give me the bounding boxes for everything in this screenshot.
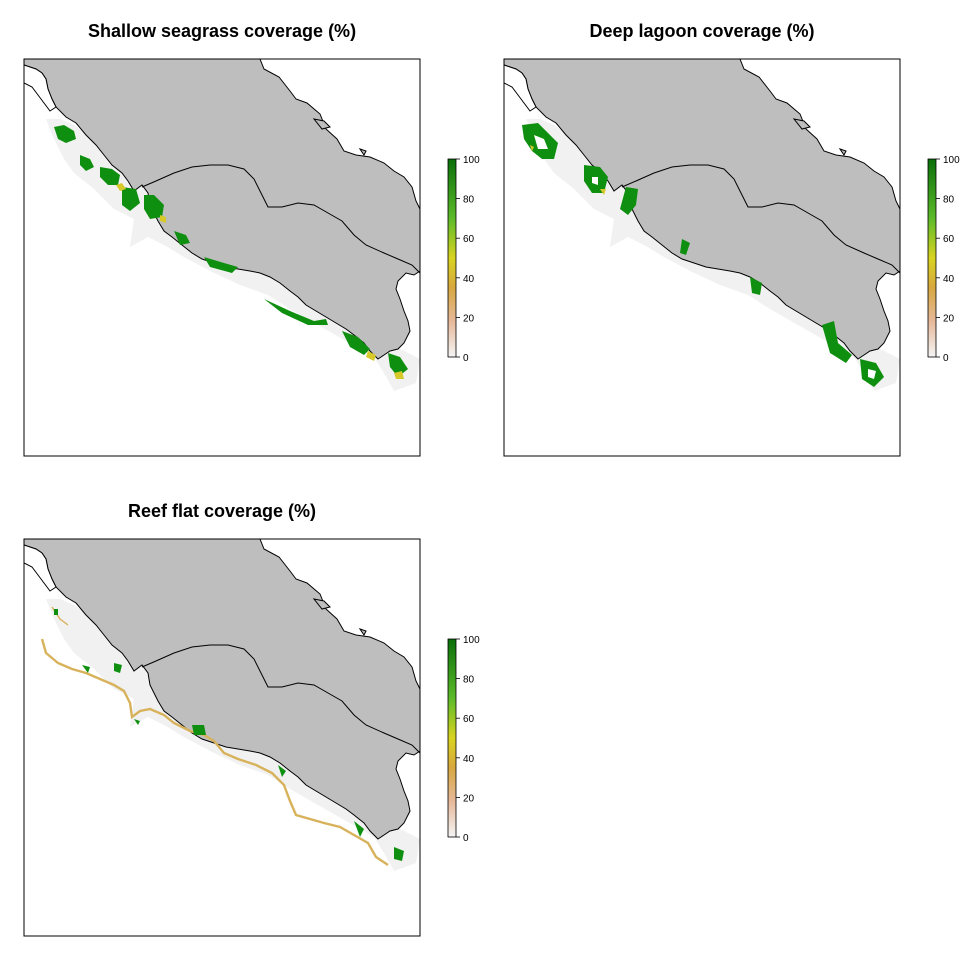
legend-deep-lagoon: 100 80 60 40 20 0 [927, 155, 960, 364]
islet [792, 118, 811, 130]
islet [838, 148, 847, 156]
inland-boundary [141, 644, 420, 754]
legend-tick-label: 20 [943, 313, 955, 324]
low-coverage-cells [530, 145, 606, 195]
north-coast-bay [24, 544, 57, 592]
legend-ticks [456, 638, 460, 838]
inland-boundary [141, 164, 420, 274]
islet [312, 118, 331, 130]
panel-deep-lagoon: Deep lagoon coverage (%) [503, 21, 960, 457]
map-frame [23, 58, 421, 457]
legend-tick-label: 20 [463, 793, 475, 804]
coverage-cells [54, 125, 408, 377]
inland-boundary [621, 164, 900, 274]
map-frame [23, 538, 421, 937]
islet [358, 148, 367, 156]
map-shallow-seagrass [23, 58, 421, 457]
legend-tick-label: 20 [463, 313, 475, 324]
legend-tick-label: 60 [463, 234, 475, 245]
map-reef-flat [23, 538, 421, 937]
panel-title-deep-lagoon: Deep lagoon coverage (%) [589, 21, 814, 41]
legend-tick-label: 40 [463, 274, 475, 285]
legend-tick-label: 80 [463, 675, 475, 686]
legend-reef-flat: 100 80 60 40 20 0 [447, 635, 480, 844]
panel-shallow-seagrass: Shallow seagrass coverage (%) [23, 21, 480, 457]
legend-tick-label: 40 [943, 274, 955, 285]
islet [312, 598, 331, 610]
low-coverage-cells [116, 183, 404, 379]
legend-tick-label: 100 [463, 635, 480, 646]
legend-tick-label: 100 [943, 155, 960, 166]
legend-tick-label: 60 [463, 714, 475, 725]
land-mass [504, 59, 900, 360]
legend-color-bar [927, 158, 937, 358]
legend-tick-label: 60 [943, 234, 955, 245]
legend-color-bar [447, 158, 457, 358]
legend-tick-label: 100 [463, 155, 480, 166]
map-frame [503, 58, 901, 457]
panel-title-reef-flat: Reef flat coverage (%) [128, 501, 316, 521]
coverage-cells [54, 609, 404, 861]
legend-ticks [456, 158, 460, 358]
legend-tick-label: 0 [463, 833, 469, 844]
legend-shallow-seagrass: 100 80 60 40 20 0 [447, 155, 480, 364]
legend-tick-label: 0 [943, 353, 949, 364]
legend-tick-label: 40 [463, 754, 475, 765]
legend-tick-label: 0 [463, 353, 469, 364]
legend-ticks [936, 158, 940, 358]
north-coast-bay [504, 64, 537, 112]
legend-color-bar [447, 638, 457, 838]
islet [358, 628, 367, 636]
north-coast-bay [24, 64, 57, 112]
legend-tick-label: 80 [943, 195, 955, 206]
panel-title-shallow-seagrass: Shallow seagrass coverage (%) [88, 21, 356, 41]
low-coverage-cells [534, 135, 876, 379]
legend-tick-label: 80 [463, 195, 475, 206]
land-mass [24, 539, 420, 840]
land-mass [24, 59, 420, 360]
map-deep-lagoon [503, 58, 901, 457]
panel-reef-flat: Reef flat coverage (%) [23, 501, 480, 937]
